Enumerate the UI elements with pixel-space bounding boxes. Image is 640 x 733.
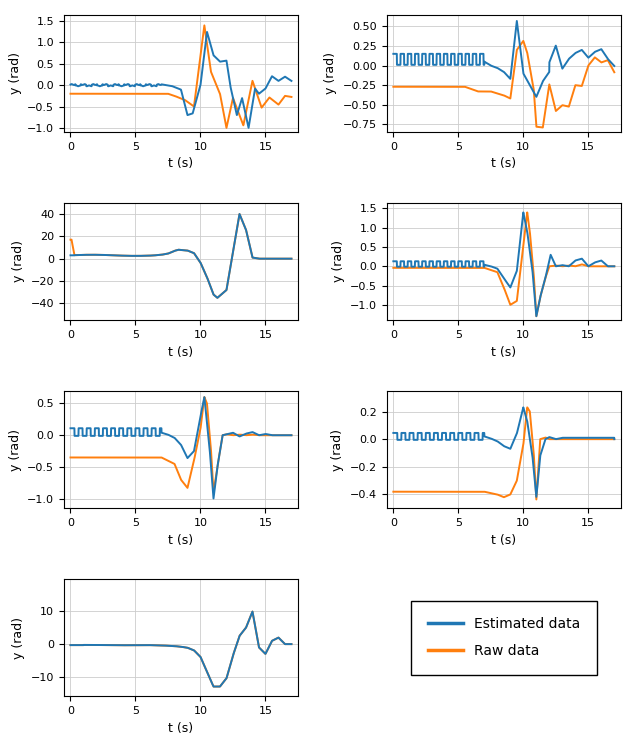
- Y-axis label: y (rad): y (rad): [9, 53, 22, 95]
- X-axis label: t (s): t (s): [168, 158, 193, 171]
- Y-axis label: y (rad): y (rad): [332, 240, 344, 282]
- X-axis label: t (s): t (s): [492, 158, 516, 171]
- X-axis label: t (s): t (s): [168, 534, 193, 547]
- Y-axis label: y (rad): y (rad): [332, 429, 344, 471]
- Y-axis label: y (rad): y (rad): [324, 53, 337, 95]
- Y-axis label: y (rad): y (rad): [9, 429, 22, 471]
- X-axis label: t (s): t (s): [492, 345, 516, 358]
- X-axis label: t (s): t (s): [168, 345, 193, 358]
- X-axis label: t (s): t (s): [168, 721, 193, 733]
- Y-axis label: y (rad): y (rad): [12, 616, 26, 658]
- X-axis label: t (s): t (s): [492, 534, 516, 547]
- Legend: Estimated data, Raw data: Estimated data, Raw data: [411, 600, 596, 674]
- Y-axis label: y (rad): y (rad): [12, 240, 25, 282]
